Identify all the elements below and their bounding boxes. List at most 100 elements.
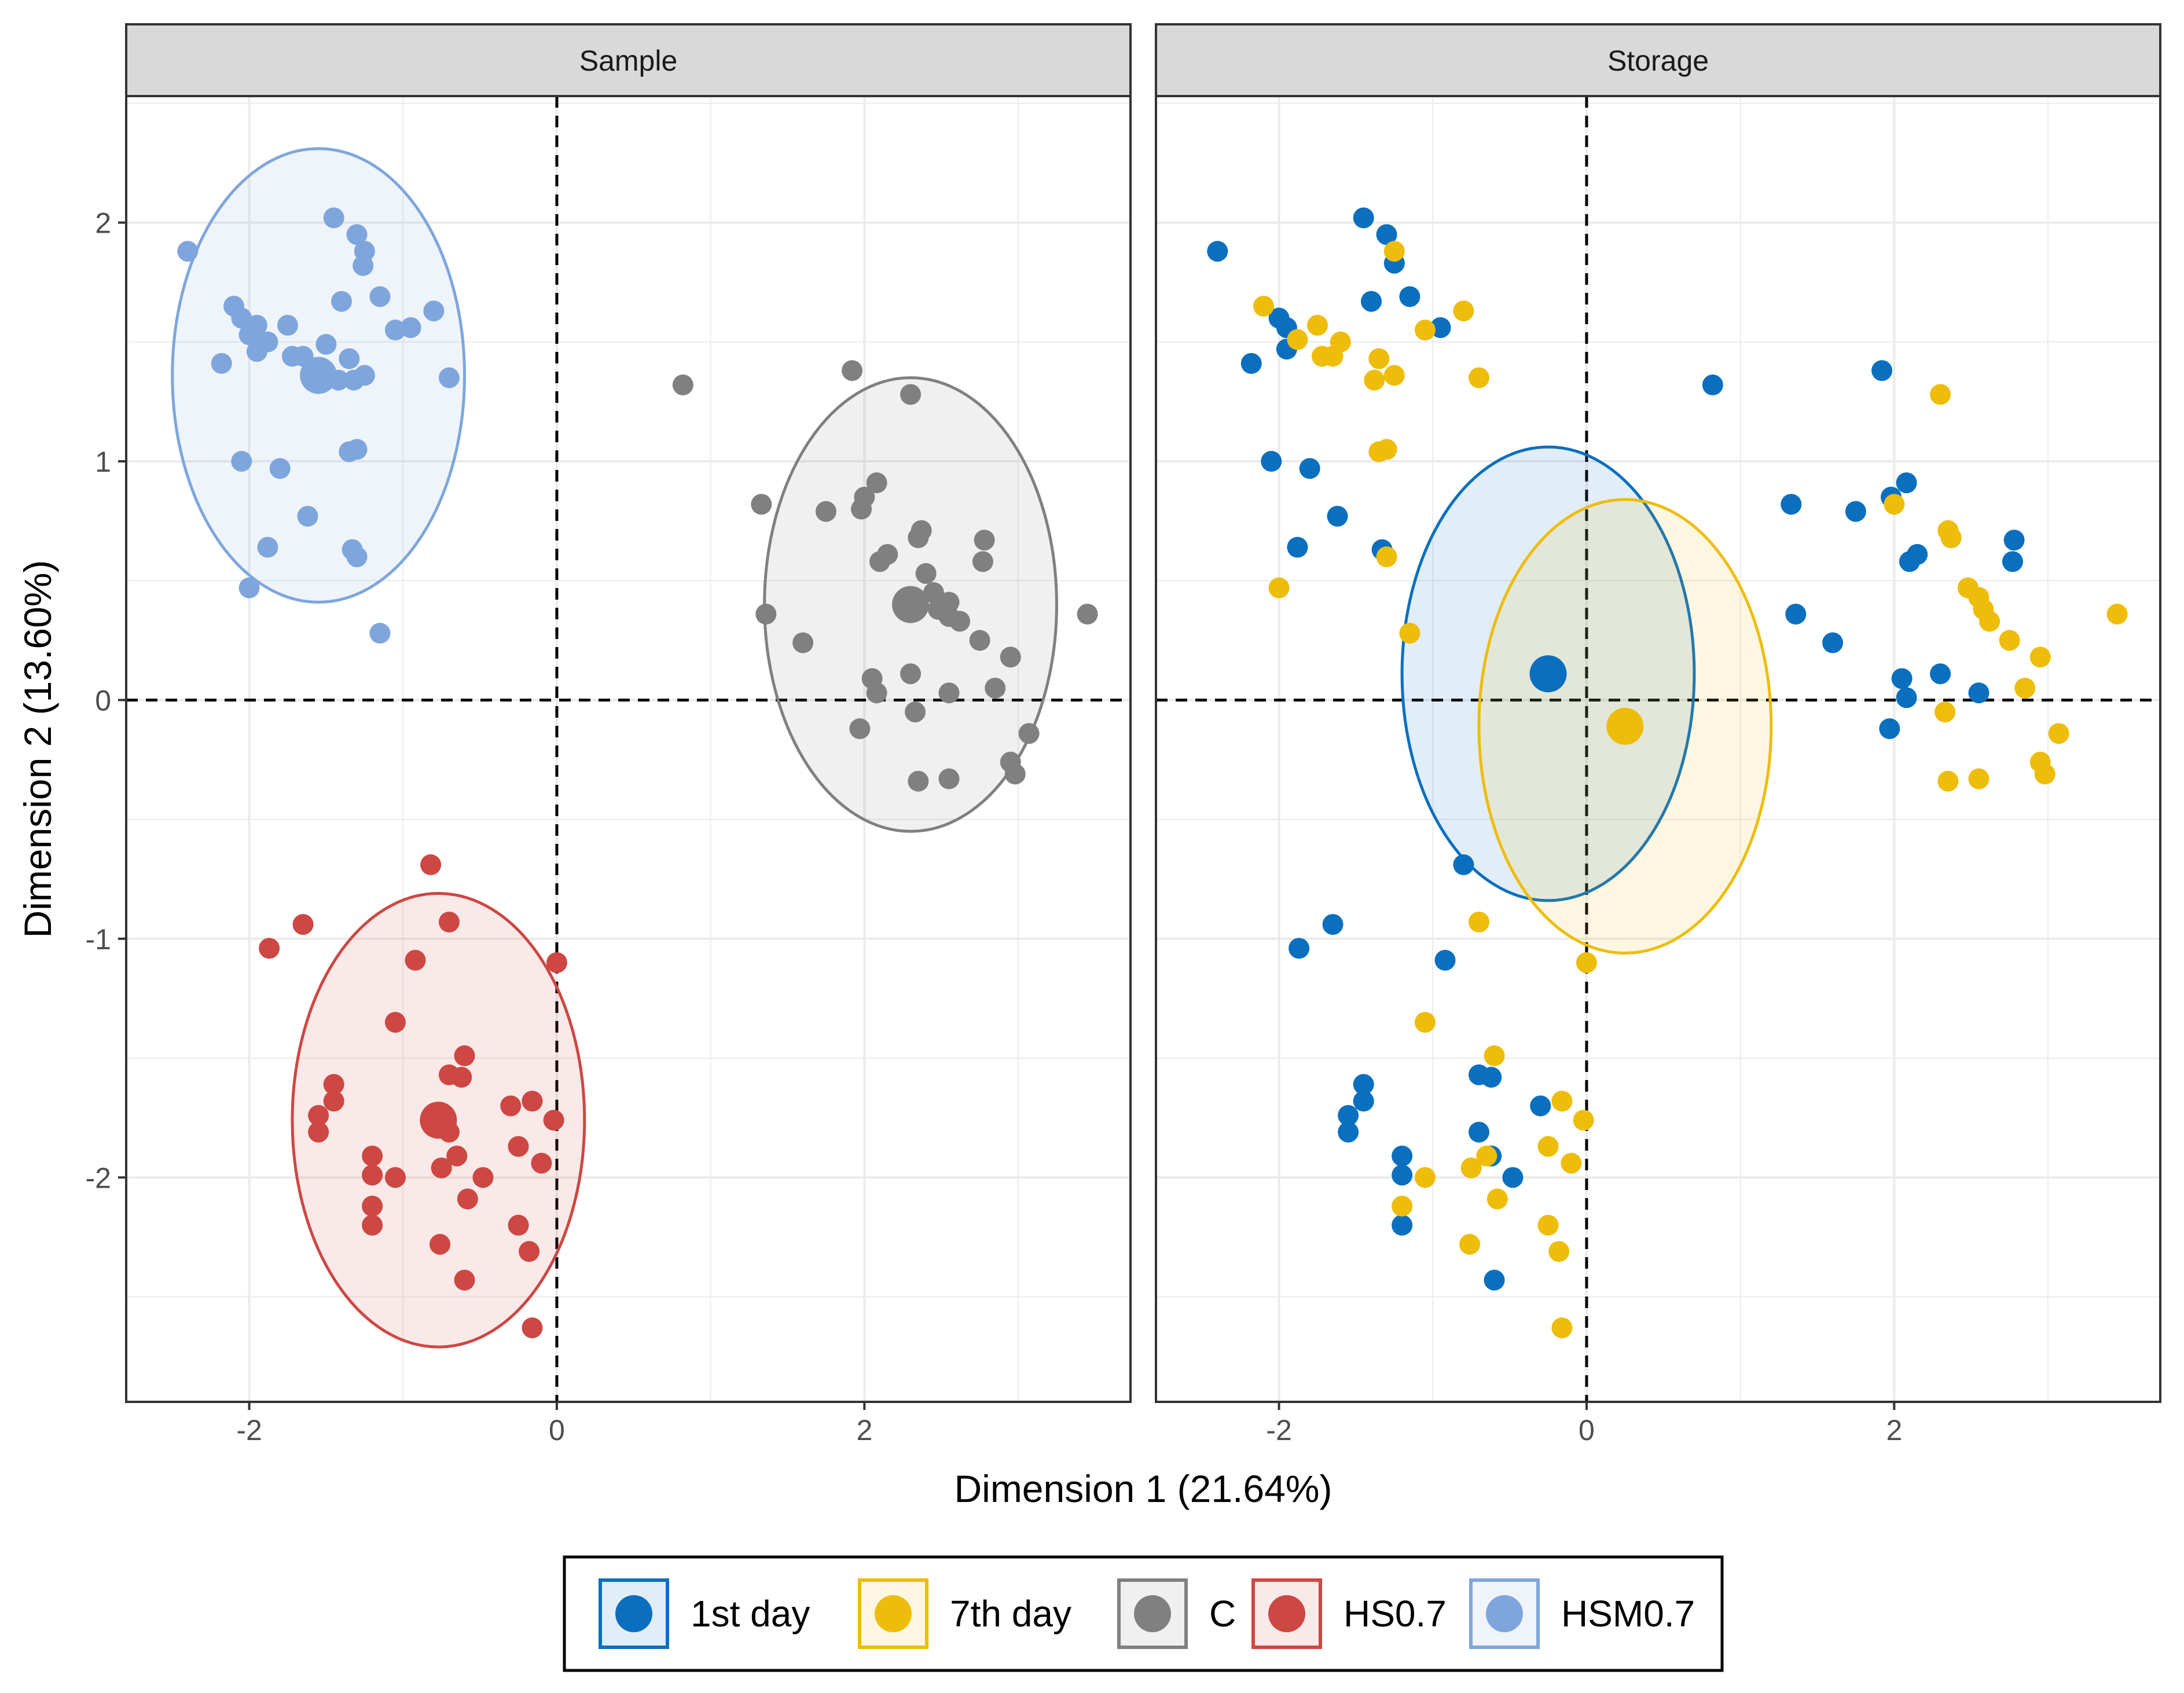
point-1st-day — [1287, 537, 1308, 558]
point-7th-day — [2106, 603, 2128, 625]
point-1st-day — [1879, 718, 1900, 739]
centroid-hs0-7 — [420, 1101, 457, 1139]
point-7th-day — [1376, 439, 1397, 460]
point-c — [900, 384, 922, 405]
point-7th-day — [1968, 768, 1990, 789]
point-1st-day — [1430, 317, 1451, 339]
strip-background-storage — [1155, 23, 2161, 97]
centroid-c — [892, 586, 930, 623]
point-c — [908, 527, 929, 548]
point-7th-day — [1383, 365, 1405, 386]
point-1st-day — [1484, 1269, 1505, 1291]
point-hs0-7 — [362, 1214, 383, 1236]
point-7th-day — [1937, 770, 1959, 792]
point-hs0-7 — [438, 912, 460, 933]
point-7th-day — [1460, 1157, 1482, 1178]
x-axis-ticks-sample: -2 0 2 — [236, 1402, 872, 1446]
point-hsm0-7 — [211, 352, 232, 374]
point-hsm0-7 — [354, 365, 375, 386]
point-7th-day — [1287, 329, 1308, 350]
point-7th-day — [2014, 677, 2036, 699]
point-c — [751, 494, 772, 515]
point-c — [900, 663, 922, 685]
points-storage — [1207, 207, 2128, 1339]
point-7th-day — [1486, 1188, 1508, 1210]
point-c — [672, 374, 693, 396]
point-7th-day — [1383, 241, 1405, 262]
legend-label-7th-day: 7th day — [950, 1593, 1071, 1635]
panel-storage: Storage -2 0 2 — [1155, 23, 2161, 1446]
point-c — [815, 501, 836, 522]
point-hs0-7 — [308, 1105, 329, 1126]
point-1st-day — [1785, 603, 1807, 625]
point-1st-day — [1530, 1095, 1551, 1117]
point-hs0-7 — [259, 938, 280, 959]
point-hsm0-7 — [423, 300, 445, 322]
point-7th-day — [1979, 611, 2001, 632]
point-hs0-7 — [430, 1233, 451, 1255]
legend-label-hs0-7: HS0.7 — [1344, 1593, 1447, 1635]
point-c — [1018, 723, 1040, 744]
point-hs0-7 — [454, 1045, 475, 1066]
point-hsm0-7 — [277, 314, 298, 336]
point-c — [985, 677, 1006, 699]
point-1st-day — [1702, 374, 1723, 396]
point-hsm0-7 — [353, 255, 374, 276]
point-7th-day — [2029, 647, 2051, 668]
point-c — [938, 682, 960, 704]
point-1st-day — [1845, 501, 1866, 522]
point-1st-day — [1353, 207, 1374, 229]
point-c — [854, 486, 875, 508]
point-1st-day — [1299, 458, 1320, 479]
point-hs0-7 — [500, 1095, 522, 1117]
point-1st-day — [1468, 1121, 1489, 1143]
point-7th-day — [1940, 527, 1962, 548]
point-1st-day — [1338, 1121, 1359, 1143]
point-1st-day — [1289, 938, 1310, 959]
point-1st-day — [1327, 505, 1348, 527]
plot-area-sample — [126, 96, 1130, 1402]
point-7th-day — [1537, 1136, 1559, 1157]
y-tick-label: -1 — [86, 923, 111, 956]
plot-area-storage — [1156, 96, 2160, 1402]
point-1st-day — [1353, 1090, 1374, 1112]
point-c — [974, 530, 995, 551]
point-7th-day — [1414, 1012, 1436, 1033]
point-1st-day — [1392, 1214, 1413, 1236]
strip-title-sample: Sample — [579, 45, 678, 77]
point-hsm0-7 — [269, 458, 291, 479]
point-1st-day — [1207, 241, 1228, 262]
point-hs0-7 — [543, 1110, 564, 1131]
point-7th-day — [1476, 1145, 1497, 1167]
point-c — [908, 770, 929, 792]
points-sample — [177, 207, 1098, 1339]
legend-swatch-hs0-7 — [1268, 1595, 1305, 1632]
point-hs0-7 — [323, 1074, 344, 1095]
point-7th-day — [1392, 1195, 1413, 1217]
point-hsm0-7 — [369, 286, 391, 307]
y-tick-label: 0 — [95, 684, 111, 717]
legend-label-c: C — [1209, 1593, 1236, 1635]
point-hs0-7 — [522, 1317, 543, 1339]
point-7th-day — [1548, 1241, 1570, 1262]
point-1st-day — [1338, 1105, 1359, 1126]
legend-label-1st-day: 1st day — [691, 1593, 810, 1635]
point-7th-day — [1368, 348, 1390, 369]
point-hs0-7 — [522, 1090, 543, 1112]
legend-swatch-7th-day — [875, 1595, 912, 1632]
point-1st-day — [1968, 682, 1990, 704]
point-hs0-7 — [292, 914, 314, 935]
point-1st-day — [1261, 451, 1282, 472]
point-hsm0-7 — [231, 451, 252, 472]
point-7th-day — [1306, 314, 1328, 336]
point-1st-day — [2002, 551, 2023, 572]
point-7th-day — [2048, 723, 2069, 744]
point-c — [938, 768, 960, 789]
point-hs0-7 — [546, 952, 567, 974]
point-1st-day — [1907, 543, 1928, 565]
point-1st-day — [1353, 1074, 1374, 1095]
point-hs0-7 — [431, 1157, 452, 1178]
point-7th-day — [1999, 630, 2020, 651]
legend-swatch-hsm0-7 — [1486, 1595, 1523, 1632]
